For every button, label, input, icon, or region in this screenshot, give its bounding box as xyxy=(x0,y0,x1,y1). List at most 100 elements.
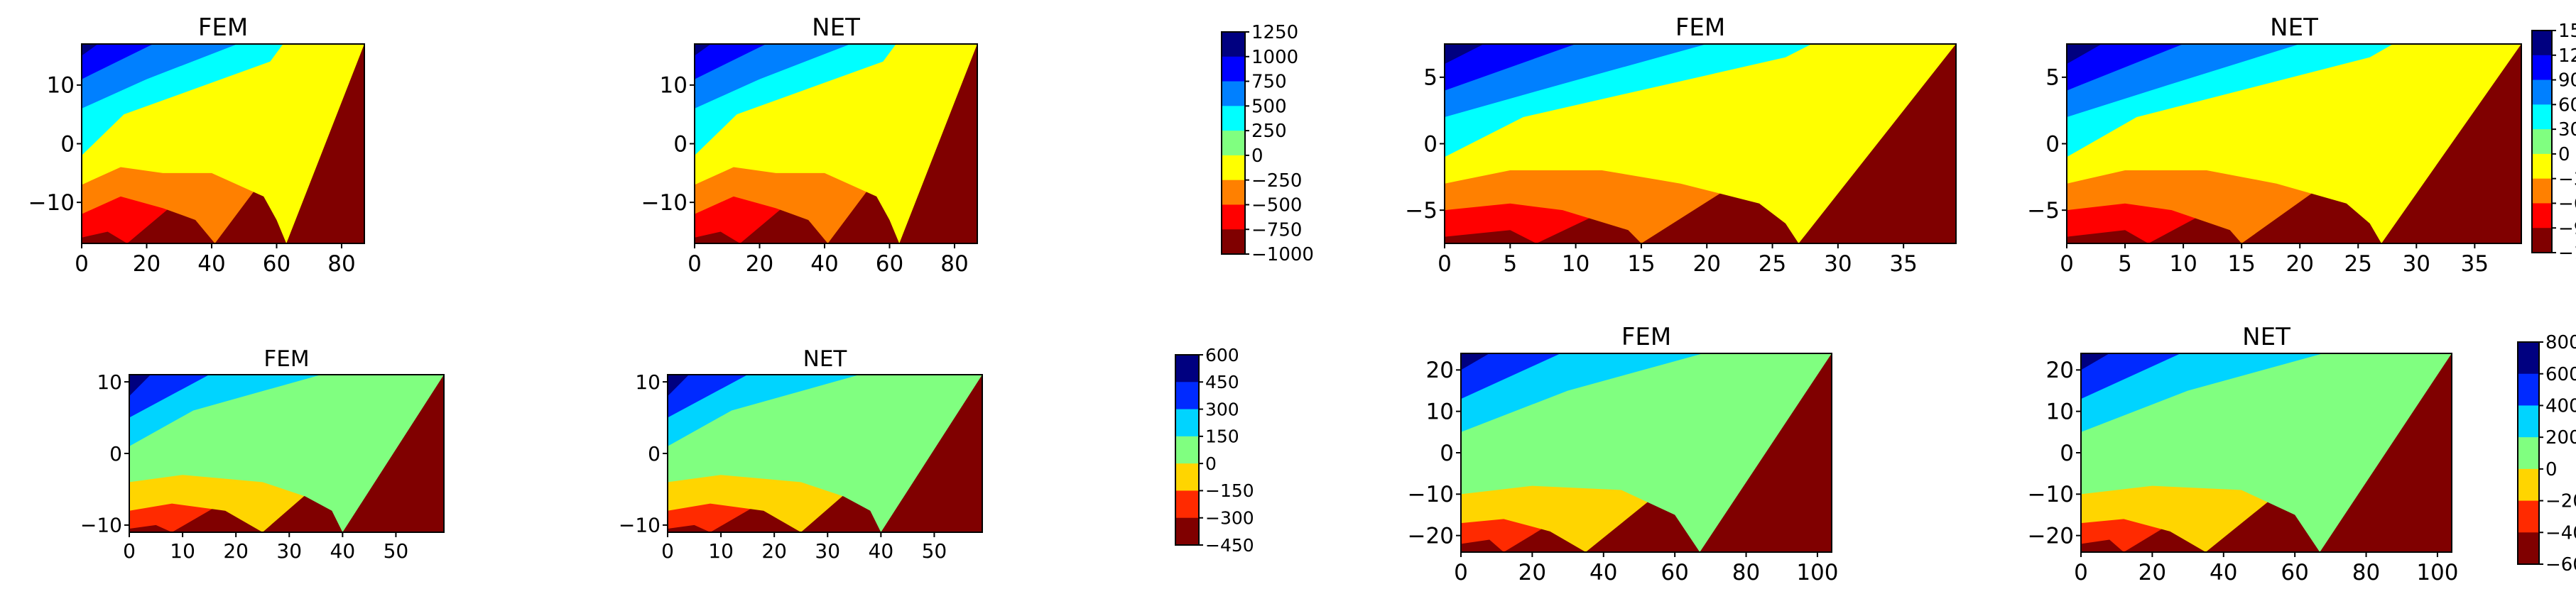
x-tick-label: 10 xyxy=(2169,251,2197,277)
colorbar-label: −200 xyxy=(2545,491,2576,512)
colorbar-swatch xyxy=(1175,436,1199,464)
colorbar-label: 0 xyxy=(1251,145,1263,167)
x-tick-label: 0 xyxy=(1438,251,1452,277)
contour-band-1 xyxy=(1461,353,1832,400)
y-tick-label: −10 xyxy=(1408,482,1454,507)
x-tick-label: 60 xyxy=(876,251,903,277)
y-tick-label: 10 xyxy=(97,370,122,394)
x-tick-label: 100 xyxy=(1796,560,1838,585)
y-tick-label: 0 xyxy=(60,131,75,157)
contour-band-1 xyxy=(82,44,364,79)
x-tick-label: 5 xyxy=(1503,251,1517,277)
y-tick-label: −10 xyxy=(80,514,122,537)
colorbar-swatch xyxy=(2532,31,2552,56)
y-tick-label: 5 xyxy=(1423,65,1438,91)
x-tick-label: 40 xyxy=(810,251,838,277)
x-tick-label: 30 xyxy=(1824,251,1852,277)
colorbar-swatch xyxy=(1175,517,1199,546)
y-tick-label: 10 xyxy=(660,73,688,99)
colorbar-swatch xyxy=(2518,373,2539,406)
panel-title: FEM xyxy=(1675,13,1725,42)
colorbar-label: 1250 xyxy=(1251,22,1298,43)
colorbar-label: −120 xyxy=(2558,243,2576,264)
colorbar-frame xyxy=(1175,354,1200,546)
x-tick-label: 20 xyxy=(746,251,773,277)
y-tick-label: −5 xyxy=(1405,198,1438,224)
y-tick-label: 0 xyxy=(1423,131,1438,157)
colorbar-label: 0 xyxy=(2558,144,2570,165)
panel-title: NET xyxy=(2270,13,2318,42)
colorbar-swatch xyxy=(2518,532,2539,565)
colorbar-swatch xyxy=(2532,178,2552,204)
contour-band-1 xyxy=(2067,44,2521,91)
x-tick-label: 15 xyxy=(2227,251,2255,277)
colorbar-label: 600 xyxy=(2545,364,2576,385)
colorbar-swatch xyxy=(1175,409,1199,437)
y-tick-label: 10 xyxy=(2046,400,2074,425)
colorbar-d: 800 600 400 200 0 −200 −400 −600 xyxy=(2517,332,2576,576)
x-tick-label: 20 xyxy=(1693,251,1721,277)
x-tick-label: 10 xyxy=(708,539,734,563)
colorbar-c: 600 450 300 150 0 −150 −300 −450 xyxy=(1175,345,1254,556)
contour-band-2 xyxy=(82,44,364,109)
y-tick-label: −10 xyxy=(2028,482,2074,507)
contour-band-2 xyxy=(1461,353,1832,432)
colorbar-frame xyxy=(2517,341,2540,565)
y-tick-label: 0 xyxy=(109,442,122,466)
x-tick-label: 80 xyxy=(940,251,968,277)
x-tick-label: 0 xyxy=(688,251,702,277)
y-tick-label: 20 xyxy=(2046,358,2074,383)
contour-band-2 xyxy=(1445,44,1956,118)
y-tick-label: 0 xyxy=(2060,441,2074,466)
colorbar-swatch xyxy=(1222,131,1245,156)
colorbar-label: 150 xyxy=(2558,21,2576,42)
x-tick-label: 0 xyxy=(75,251,89,277)
colorbar-label: −500 xyxy=(1251,195,1302,216)
panel-title: FEM xyxy=(198,13,248,42)
colorbar-label: 500 xyxy=(1251,96,1287,117)
x-tick-label: 0 xyxy=(123,539,136,563)
colorbar-swatch xyxy=(1222,56,1245,82)
y-tick-label: −5 xyxy=(2027,198,2060,224)
y-tick-label: 10 xyxy=(635,370,661,394)
contour-band-2 xyxy=(695,44,977,109)
colorbar-swatch xyxy=(2518,500,2539,533)
panel-title: FEM xyxy=(263,346,309,372)
colorbar-label: −600 xyxy=(2545,554,2576,576)
colorbar-label: −450 xyxy=(1205,535,1254,556)
x-tick-label: 0 xyxy=(1454,560,1468,585)
x-tick-label: 40 xyxy=(197,251,225,277)
contour-band-2 xyxy=(2081,353,2452,432)
colorbar-label: −150 xyxy=(1205,480,1254,501)
x-tick-label: 50 xyxy=(384,539,409,563)
colorbar-label: −90 xyxy=(2558,218,2576,239)
x-tick-label: 25 xyxy=(1759,251,1786,277)
colorbar-swatch xyxy=(1222,204,1245,230)
x-tick-label: 50 xyxy=(922,539,947,563)
x-tick-label: 30 xyxy=(276,539,302,563)
contour-panel-fem-a: FEM 0 20 40 60 80 −10 0 10 xyxy=(28,13,365,277)
y-tick-label: 5 xyxy=(2045,65,2060,91)
colorbar-label: −300 xyxy=(1205,507,1254,528)
colorbar-swatch xyxy=(1222,180,1245,205)
colorbar-swatch xyxy=(1175,463,1199,491)
colorbar-swatch xyxy=(2518,342,2539,375)
colorbar-swatch xyxy=(2518,437,2539,470)
x-tick-label: 40 xyxy=(869,539,894,563)
contour-band-2 xyxy=(668,375,982,446)
panel-title: NET xyxy=(803,346,848,372)
colorbar-label: 450 xyxy=(1205,372,1239,392)
contour-panel-net-d: NET 0 20 40 60 80 100 −20 −10 0 10 20 xyxy=(2028,323,2459,585)
colorbar-label: 400 xyxy=(2545,396,2576,417)
x-tick-label: 35 xyxy=(1889,251,1917,277)
x-tick-label: 15 xyxy=(1627,251,1655,277)
x-tick-label: 60 xyxy=(1661,560,1688,585)
colorbar-label: −60 xyxy=(2558,194,2576,215)
colorbar-frame xyxy=(1221,31,1246,255)
colorbar-label: 200 xyxy=(2545,427,2576,448)
contour-band-2 xyxy=(2067,44,2521,118)
colorbar-swatch xyxy=(2518,405,2539,438)
colorbar-frame xyxy=(2531,30,2553,253)
